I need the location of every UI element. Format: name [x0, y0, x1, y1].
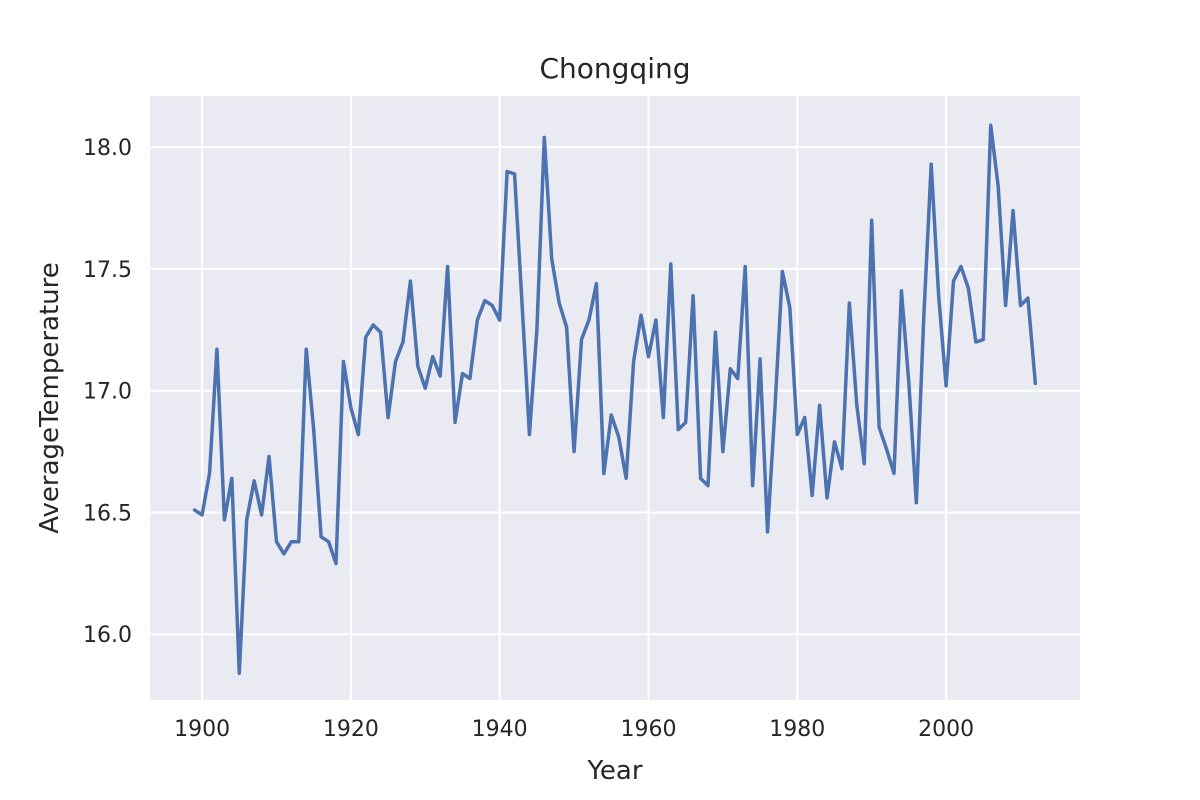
x-tick-label: 2000 — [918, 717, 974, 742]
y-tick-label: 16.0 — [83, 623, 132, 648]
x-tick-label: 1980 — [769, 717, 825, 742]
x-tick-labels: 1900 1920 1940 1960 1980 2000 — [174, 717, 974, 742]
x-tick-label: 1960 — [620, 717, 676, 742]
y-tick-label: 17.0 — [83, 380, 132, 405]
plot-area — [150, 96, 1080, 700]
y-axis-label: AverageTemperature — [35, 262, 65, 533]
x-tick-label: 1940 — [472, 717, 528, 742]
chart-title: Chongqing — [539, 52, 690, 85]
x-tick-label: 1900 — [174, 717, 230, 742]
y-tick-labels: 16.0 16.5 17.0 17.5 18.0 — [83, 136, 132, 648]
y-tick-label: 18.0 — [83, 136, 132, 161]
x-axis-label: Year — [586, 756, 642, 786]
series-line — [192, 123, 1038, 675]
y-tick-label: 16.5 — [83, 501, 132, 526]
x-tick-label: 1920 — [323, 717, 379, 742]
y-tick-label: 17.5 — [83, 258, 132, 283]
x-gridlines — [201, 96, 948, 700]
